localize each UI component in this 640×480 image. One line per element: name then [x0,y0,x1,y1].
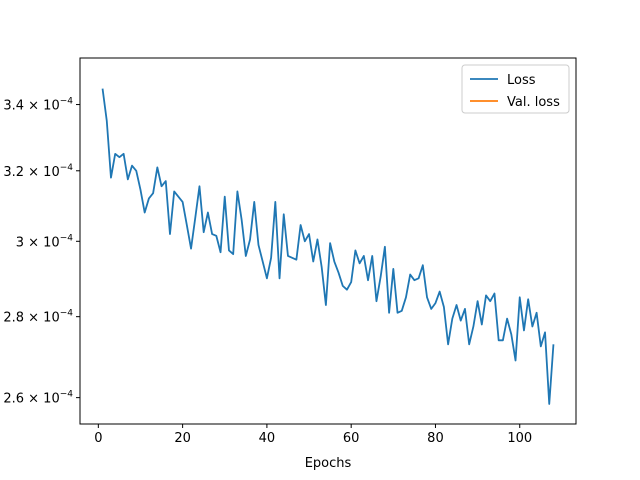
y-tick-label: 3.4 × 10−4 [3,97,73,114]
y-tick-label: 2.8 × 10−4 [3,309,73,326]
x-ticks: 0 20 40 60 80 100 [94,424,532,446]
y-ticks: 2.6 × 10−4 2.8 × 10−4 3 × 10−4 3.2 × 10−4 3.… [3,97,80,407]
series-layer [101,88,555,405]
legend-label-1: Val. loss [507,95,560,110]
y-tick-label: 3 × 10−4 [16,233,74,250]
y-tick-label: 3.2 × 10−4 [3,163,73,180]
legend: Loss Val. loss [461,64,570,114]
x-axis-label: Epochs [305,456,352,471]
legend-label-0: Loss [507,73,536,88]
x-tick-label: 0 [94,431,102,446]
x-tick-label: 60 [343,431,360,446]
x-tick-label: 20 [174,431,191,446]
x-tick-label: 100 [507,431,532,446]
x-tick-label: 80 [427,431,444,446]
y-tick-label: 2.6 × 10−4 [3,390,73,407]
series-line-0 [101,88,555,405]
x-tick-label: 40 [259,431,276,446]
